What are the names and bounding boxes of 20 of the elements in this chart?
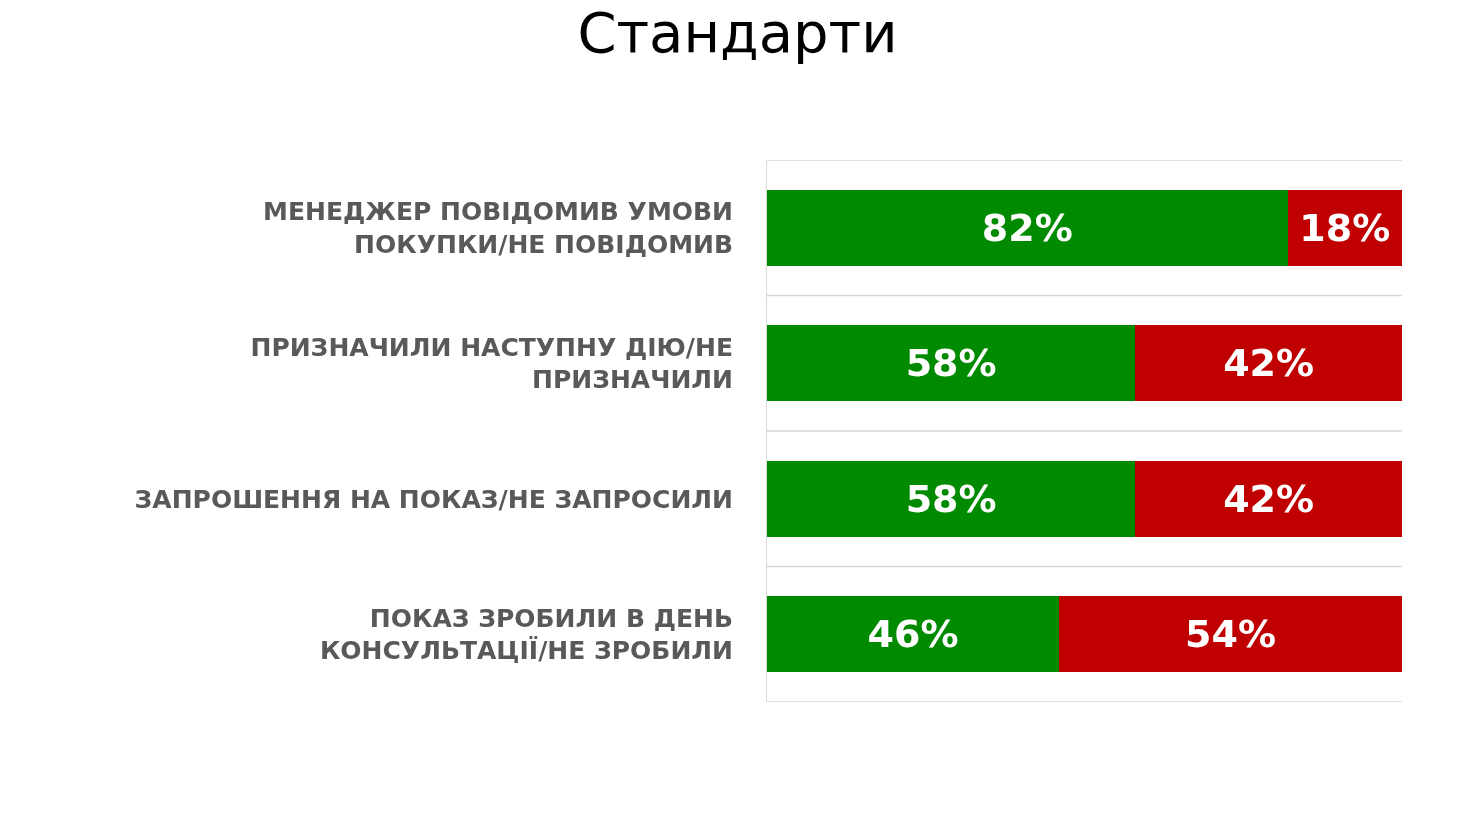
data-label: 42% (1223, 476, 1315, 521)
y-tick-label: ПОКАЗ ЗРОБИЛИ В ДЕНЬ КОНСУЛЬТАЦІЇ/НЕ ЗРОБИЛИ (319, 603, 733, 666)
data-label: 82% (981, 205, 1073, 250)
bar (767, 596, 1060, 673)
chart-title: Стандарти (577, 0, 898, 65)
data-label: 58% (905, 341, 997, 386)
y-tick-label: ЗАПРОШЕННЯ НА ПОКАЗ/НЕ ЗАПРОСИЛИ (134, 484, 733, 514)
bar (1135, 325, 1402, 402)
bar (1059, 596, 1402, 673)
y-tick-label: МЕНЕДЖЕР ПОВІДОМИВ УМОВИ ПОКУПКИ/НЕ ПОВІДОМИВ (263, 197, 733, 259)
data-label: 18% (1299, 205, 1391, 250)
data-label: 58% (905, 476, 997, 521)
bar (767, 460, 1136, 537)
data-label: 46% (867, 612, 959, 657)
y-tick-label: ПРИЗНАЧИЛИ НАСТУПНУ ДІЮ/НЕ ПРИЗНАЧИЛИ (250, 332, 733, 395)
bar (1135, 460, 1402, 537)
data-label: 42% (1223, 341, 1315, 386)
bar (767, 189, 1288, 266)
data-label: 54% (1185, 612, 1277, 657)
bar (767, 325, 1136, 402)
